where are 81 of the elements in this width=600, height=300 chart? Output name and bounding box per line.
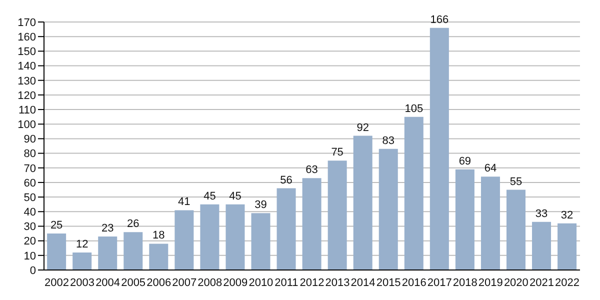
y-tick-label: 140 [18,60,36,73]
bar [149,244,168,270]
data-label: 12 [76,238,88,250]
y-tick-label: 170 [18,16,36,29]
y-tick-label: 20 [24,236,36,248]
y-tick-label: 150 [18,46,36,58]
data-label: 69 [458,155,472,168]
x-tick-label: 2008 [198,276,222,289]
bar [532,222,552,270]
bar [302,178,322,270]
bar [47,234,66,270]
data-label: 45 [229,190,242,202]
data-label: 83 [382,134,394,147]
x-tick-label: 2011 [274,276,298,289]
data-label: 75 [331,146,344,159]
bar [404,116,424,270]
data-label: 18 [152,230,165,242]
data-label: 45 [204,190,216,202]
bar [226,204,245,270]
x-tick-label: 2003 [70,276,95,289]
y-tick-label: 160 [18,31,36,44]
data-label: 64 [484,162,497,175]
data-label: 63 [306,164,318,176]
x-tick-label: 2015 [376,276,401,289]
x-tick-label: 2013 [325,276,350,289]
x-tick-label: 2004 [96,276,120,289]
data-label: 23 [101,222,114,234]
bar [480,176,500,270]
y-tick-label: 90 [24,134,36,146]
x-tick-label: 2016 [402,276,426,289]
bar [174,210,194,270]
x-tick-label: 2006 [146,276,172,289]
y-tick-label: 130 [18,75,36,88]
y-tick-label: 70 [24,162,36,175]
bar [251,213,270,270]
x-tick-label: 2022 [554,276,580,289]
y-tick-label: 100 [18,119,36,132]
x-tick-label: 2014 [350,276,376,289]
y-tick-label: 110 [18,104,36,116]
data-label: 56 [280,174,292,186]
x-tick-label: 2010 [248,276,274,289]
y-tick-label: 10 [24,250,36,262]
data-label: 55 [510,176,522,188]
data-label: 105 [404,102,424,115]
x-tick-label: 2005 [121,276,146,289]
y-tick-label: 120 [18,90,36,102]
bar [378,148,398,270]
data-label: 26 [127,218,140,230]
data-label: 41 [178,196,190,208]
x-tick-label: 2020 [504,276,528,289]
x-tick-label: 2002 [44,276,70,289]
data-label: 25 [50,220,63,232]
bar [506,190,526,270]
bar [124,232,143,270]
data-label: 33 [535,208,548,220]
x-tick-label: 2018 [452,276,478,289]
bar [353,136,372,270]
y-tick-label: 60 [24,177,36,190]
x-tick-label: 2009 [223,276,248,289]
x-tick-label: 2007 [172,276,197,289]
x-tick-label: 2012 [300,276,324,289]
y-tick-label: 50 [24,192,36,204]
bar [72,252,92,270]
data-label: 32 [560,209,574,222]
data-label: 39 [254,199,267,212]
bar [455,169,474,270]
y-tick-label: 0 [30,264,36,277]
bar [276,188,296,270]
data-label: 92 [356,122,369,134]
data-label: 166 [430,14,449,26]
x-tick-label: 2017 [427,276,452,289]
bar [558,223,577,270]
x-tick-label: 2019 [478,276,503,289]
y-tick-label: 80 [24,148,36,160]
bar [200,204,220,270]
bar [328,160,347,270]
y-tick-label: 40 [24,206,36,219]
y-tick-label: 30 [24,221,36,234]
bar [430,28,449,270]
bar [98,236,118,270]
x-tick-label: 2021 [529,276,554,289]
